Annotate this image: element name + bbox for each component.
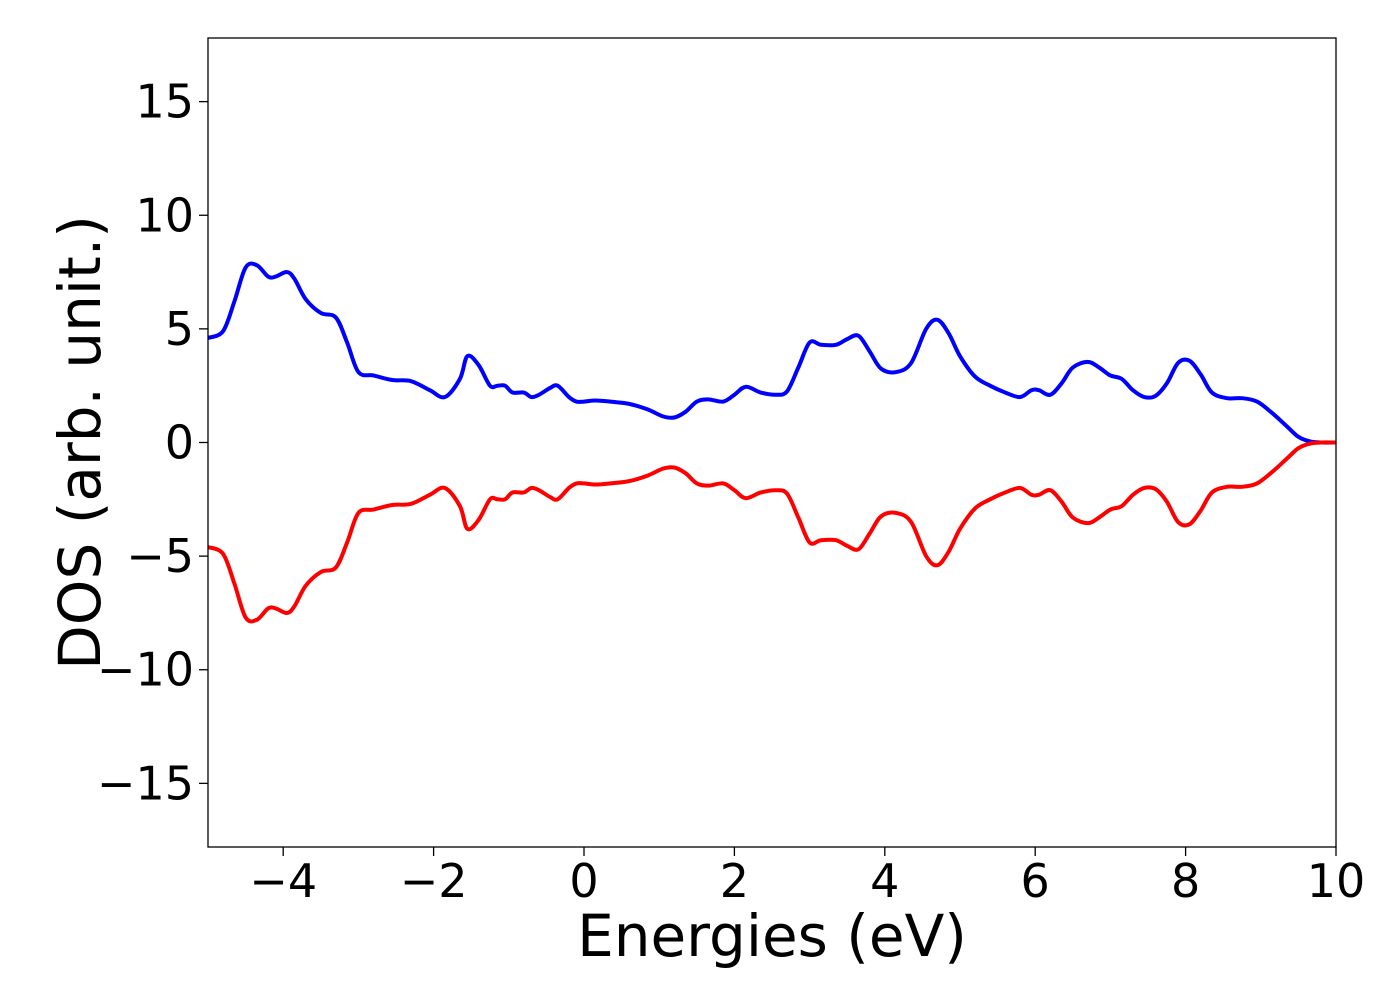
y-axis: −15 −10 −5 0 5 10 15: [97, 75, 208, 810]
x-tick-label: 10: [1307, 854, 1366, 908]
x-tick-label: 2: [720, 854, 749, 908]
x-tick-label: −4: [249, 854, 317, 908]
y-axis-label: DOS (arb. unit.): [46, 215, 114, 670]
y-tick-label: 5: [165, 302, 194, 356]
y-tick-label: 15: [135, 75, 194, 129]
x-tick-label: 4: [870, 854, 899, 908]
x-axis: −4 −2 0 2 4 6 8 10: [249, 847, 1365, 908]
y-tick-label: 0: [165, 416, 194, 470]
series-layer: [208, 261, 1336, 624]
x-tick-label: −2: [400, 854, 468, 908]
plot-frame: [207, 37, 1337, 848]
y-tick-label: 10: [135, 188, 194, 242]
x-tick-label: 6: [1021, 854, 1050, 908]
y-tick-label: −15: [97, 756, 194, 810]
y-tick-label: −5: [126, 529, 194, 583]
dos-spin-down-line: [208, 440, 1336, 624]
dos-spin-up-line: [208, 261, 1336, 445]
x-tick-label: 0: [569, 854, 598, 908]
x-axis-label: Energies (eV): [577, 902, 967, 970]
y-tick-label: −10: [97, 643, 194, 697]
x-tick-label: 8: [1171, 854, 1200, 908]
